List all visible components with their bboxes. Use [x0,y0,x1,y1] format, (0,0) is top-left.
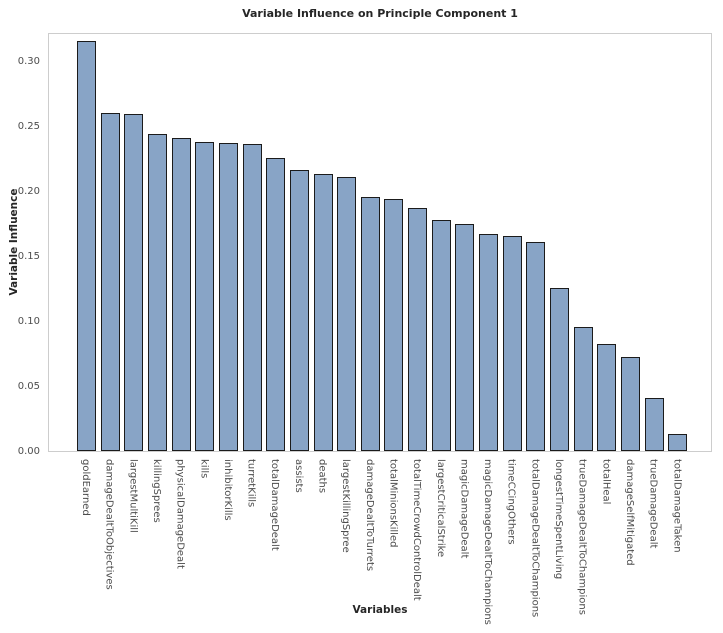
bar-totalDamageDealt [266,158,286,451]
y-tick-label: 0.05 [17,381,40,392]
bar-inhibitorKills [218,143,238,451]
x-tick-label: totalHeal [600,459,612,505]
x-tick-label: timeCCingOthers [505,459,517,545]
x-axis-label: Variables [352,604,408,616]
bar-totalTimeCrowdControlDealt [408,208,428,451]
y-tick-label: 0.30 [17,56,40,67]
chart-title: Variable Influence on Principle Componen… [242,7,518,20]
bar-trueDamageDealt [644,398,664,451]
bar-damageSelfMitigated [620,357,640,451]
x-tick-label: magicDamageDealt [458,459,470,559]
y-tick-label: 0.10 [17,316,40,327]
bar-timeCCingOthers [502,236,522,451]
bar-totalMinionsKilled [384,199,404,451]
x-tick-label: kills [198,459,210,479]
bar-longestTimeSpentLiving [550,288,569,451]
bar-magicDamageDealtToChampions [479,234,499,451]
bar-largestKillingSpree [337,177,357,451]
x-tick-label: deaths [316,459,328,494]
x-tick-label: magicDamageDealtToChampions [482,459,494,625]
x-tick-label: damageDealtToObjectives [103,459,115,590]
y-tick-label: 0.25 [17,121,40,132]
x-tick-label: longestTimeSpentLiving [553,459,564,580]
x-tick-label: killingSprees [150,459,162,523]
x-tick-label: damageSelfMitigated [623,459,635,566]
bar-largestCriticalStrike [431,220,451,451]
x-tick-label: trueDamageDealtToChampions [576,459,588,615]
x-tick-label: physicalDamageDealt [174,459,186,569]
x-tick-label: inhibitorKills [221,459,233,521]
bar-totalDamageDealtToChampions [526,242,546,451]
bar-damageDealtToObjectives [100,113,120,451]
x-tick-label: damageDealtToTurrets [363,459,375,572]
bar-totalHeal [597,344,617,451]
x-tick-label: goldEarned [80,459,91,516]
y-tick-label: 0.20 [17,186,40,197]
x-tick-label: totalDamageTaken [671,459,683,553]
bar-kills [195,142,215,451]
bar-turretKills [242,144,262,451]
x-tick-label: totalMinionsKilled [387,459,399,548]
x-tick-label: largestCriticalStrike [434,459,446,558]
x-tick-label: largestKillingSpree [340,459,352,553]
bar-damageDealtToTurrets [360,197,380,451]
bar-largestMultiKill [124,114,144,451]
bar-assists [289,170,309,451]
plot-area [48,33,712,452]
bar-physicalDamageDealt [171,138,191,451]
y-tick-label: 0.00 [17,446,40,457]
x-tick-label: trueDamageDealt [647,459,659,549]
x-tick-label: largestMultiKill [127,459,139,533]
x-tick-label: assists [292,459,304,493]
bar-goldEarned [77,41,96,451]
y-axis-label: Variable Influence [8,188,20,296]
x-tick-label: totalDamageDealt [269,459,281,551]
x-tick-label: totalDamageDealtToChampions [529,459,541,618]
bar-magicDamageDealt [455,224,475,451]
bar-trueDamageDealtToChampions [573,327,593,451]
bar-totalDamageTaken [668,434,688,451]
x-tick-label: turretKills [245,459,257,508]
bar-deaths [313,174,333,451]
x-tick-label: totalTimeCrowdControlDealt [411,459,423,601]
y-tick-label: 0.15 [17,251,40,262]
bar-killingSprees [147,134,167,451]
